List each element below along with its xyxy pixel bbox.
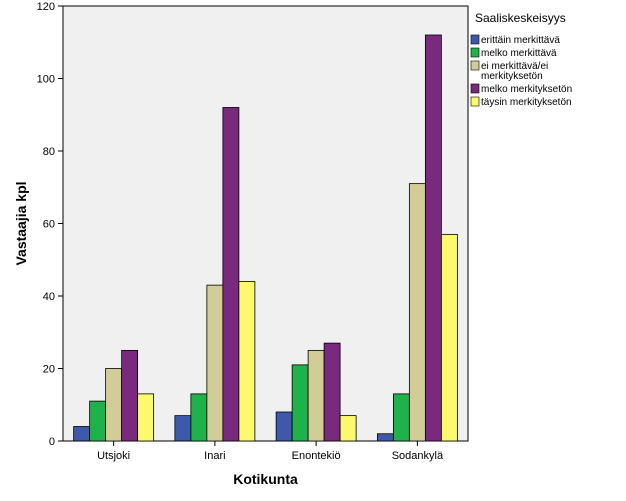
bar-sodankylä-1 <box>376 433 394 442</box>
bar-enontekiö-4 <box>323 342 341 442</box>
bar-utsjoki-5 <box>137 393 155 442</box>
legend-label-5: täysin merkityksetön <box>481 97 572 108</box>
legend-swatch-4 <box>470 83 480 94</box>
bar-inari-3 <box>206 284 224 442</box>
bar-sodankylä-5 <box>440 233 458 442</box>
bar-inari-1 <box>174 415 192 442</box>
y-tick-label: 80 <box>43 146 55 158</box>
legend-label-3: ei merkittävä/ei <box>481 61 548 72</box>
bar-inari-2 <box>190 393 208 442</box>
bar-enontekiö-3 <box>307 349 325 442</box>
legend-label-4: melko merkityksetön <box>481 84 572 95</box>
bar-utsjoki-4 <box>121 349 139 442</box>
y-axis-title: Vastaajia kpl <box>13 181 29 265</box>
legend-title: Saaliskeskeisyys <box>475 11 566 25</box>
bars-group <box>73 34 458 442</box>
y-tick-label: 0 <box>49 436 55 448</box>
x-tick-label: Enontekiö <box>292 450 341 462</box>
legend-label-2: melko merkittävä <box>481 48 557 59</box>
x-axis-title: Kotikunta <box>233 471 298 487</box>
bar-sodankylä-3 <box>408 183 426 442</box>
y-tick-label: 60 <box>43 219 55 231</box>
legend-swatch-2 <box>470 47 480 58</box>
bar-enontekiö-5 <box>339 415 357 442</box>
bar-enontekiö-1 <box>275 411 293 442</box>
x-tick-label: Utsjoki <box>97 450 130 462</box>
legend-swatch-5 <box>470 96 480 107</box>
bar-sodankylä-2 <box>392 393 410 442</box>
bar-inari-5 <box>238 281 256 442</box>
legend-label-3: merkityksetön <box>481 71 543 82</box>
bar-sodankylä-4 <box>424 34 442 442</box>
legend-swatch-1 <box>470 34 480 45</box>
y-tick-label: 100 <box>37 74 55 86</box>
x-tick-label: Sodankylä <box>392 450 444 462</box>
y-axis-ticks: 0 20 40 60 80 100 120 <box>37 1 63 448</box>
legend-label-1: erittäin merkittävä <box>481 35 560 46</box>
bar-utsjoki-3 <box>105 368 123 442</box>
x-tick-label: Inari <box>204 450 225 462</box>
bar-utsjoki-2 <box>89 400 107 442</box>
bar-inari-4 <box>222 107 240 442</box>
legend: Saaliskeskeisyys erittäin merkittävä melk… <box>470 11 572 108</box>
bar-enontekiö-2 <box>291 364 309 442</box>
y-tick-label: 40 <box>43 291 55 303</box>
x-axis-ticks: Utsjoki Inari Enontekiö Sodankylä <box>97 441 444 462</box>
bar-utsjoki-1 <box>73 426 91 442</box>
y-tick-label: 20 <box>43 364 55 376</box>
legend-swatch-3 <box>470 60 480 71</box>
y-tick-label: 120 <box>37 1 55 13</box>
